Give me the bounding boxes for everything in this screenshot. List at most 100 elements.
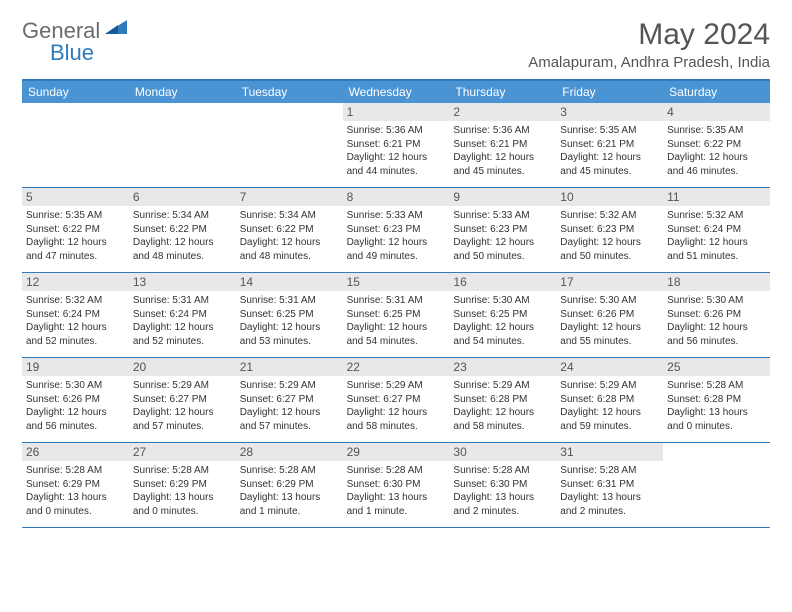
logo-word2: Blue <box>50 40 201 66</box>
fact-line: Sunset: 6:30 PM <box>453 478 552 492</box>
day-facts: Sunrise: 5:29 AMSunset: 6:28 PMDaylight:… <box>453 379 552 433</box>
day-cell <box>236 103 343 187</box>
fact-line: Sunrise: 5:28 AM <box>26 464 125 478</box>
day-cell: 29Sunrise: 5:28 AMSunset: 6:30 PMDayligh… <box>343 443 450 527</box>
day-facts: Sunrise: 5:36 AMSunset: 6:21 PMDaylight:… <box>453 124 552 178</box>
fact-line: and 45 minutes. <box>560 165 659 179</box>
day-number: 9 <box>449 188 556 206</box>
fact-line: Sunrise: 5:32 AM <box>560 209 659 223</box>
day-facts: Sunrise: 5:28 AMSunset: 6:29 PMDaylight:… <box>133 464 232 518</box>
fact-line: Sunset: 6:31 PM <box>560 478 659 492</box>
day-header: Sunday <box>22 81 129 103</box>
day-facts: Sunrise: 5:29 AMSunset: 6:27 PMDaylight:… <box>240 379 339 433</box>
fact-line: Sunrise: 5:29 AM <box>347 379 446 393</box>
fact-line: Sunrise: 5:28 AM <box>560 464 659 478</box>
fact-line: Daylight: 12 hours <box>560 236 659 250</box>
day-number: 24 <box>556 358 663 376</box>
day-number: 2 <box>449 103 556 121</box>
day-cell <box>663 443 770 527</box>
fact-line: Daylight: 12 hours <box>453 321 552 335</box>
fact-line: and 2 minutes. <box>560 505 659 519</box>
fact-line: and 56 minutes. <box>667 335 766 349</box>
fact-line: Daylight: 12 hours <box>667 151 766 165</box>
fact-line: Sunrise: 5:32 AM <box>667 209 766 223</box>
fact-line: Daylight: 12 hours <box>133 406 232 420</box>
fact-line: Sunrise: 5:36 AM <box>453 124 552 138</box>
fact-line: and 1 minute. <box>347 505 446 519</box>
day-number: 27 <box>129 443 236 461</box>
fact-line: Daylight: 12 hours <box>133 321 232 335</box>
day-cell: 12 Sunrise: 5:32 AMSunset: 6:24 PMDayligh… <box>22 273 129 357</box>
day-cell: 14Sunrise: 5:31 AMSunset: 6:25 PMDayligh… <box>236 273 343 357</box>
day-number: 19 <box>22 358 129 376</box>
fact-line: Sunset: 6:26 PM <box>26 393 125 407</box>
day-cell: 16Sunrise: 5:30 AMSunset: 6:25 PMDayligh… <box>449 273 556 357</box>
day-number: 26 <box>22 443 129 461</box>
fact-line: Daylight: 12 hours <box>26 406 125 420</box>
fact-line: Daylight: 12 hours <box>240 236 339 250</box>
fact-line: Sunset: 6:22 PM <box>240 223 339 237</box>
day-facts: Sunrise: 5:34 AMSunset: 6:22 PMDaylight:… <box>240 209 339 263</box>
day-number: 18 <box>663 273 770 291</box>
day-facts: Sunrise: 5:30 AMSunset: 6:26 PMDaylight:… <box>26 379 125 433</box>
day-number: 6 <box>129 188 236 206</box>
fact-line: and 49 minutes. <box>347 250 446 264</box>
fact-line: Daylight: 13 hours <box>133 491 232 505</box>
day-cell: 15Sunrise: 5:31 AMSunset: 6:25 PMDayligh… <box>343 273 450 357</box>
fact-line: Sunrise: 5:31 AM <box>133 294 232 308</box>
fact-line: and 52 minutes. <box>133 335 232 349</box>
day-facts: Sunrise: 5:36 AMSunset: 6:21 PMDaylight:… <box>347 124 446 178</box>
day-header-row: SundayMondayTuesdayWednesdayThursdayFrid… <box>22 81 770 103</box>
fact-line: Daylight: 12 hours <box>667 236 766 250</box>
day-number: 12 <box>22 273 129 291</box>
fact-line: Sunset: 6:27 PM <box>133 393 232 407</box>
month-title: May 2024 <box>528 18 770 52</box>
fact-line: Sunrise: 5:31 AM <box>240 294 339 308</box>
week-row: 19 Sunrise: 5:30 AMSunset: 6:26 PMDayligh… <box>22 358 770 443</box>
day-number: 25 <box>663 358 770 376</box>
fact-line: Sunrise: 5:35 AM <box>667 124 766 138</box>
fact-line: and 58 minutes. <box>453 420 552 434</box>
day-cell: 31Sunrise: 5:28 AMSunset: 6:31 PMDayligh… <box>556 443 663 527</box>
day-number: 31 <box>556 443 663 461</box>
fact-line: Sunset: 6:24 PM <box>133 308 232 322</box>
day-cell: 4Sunrise: 5:35 AMSunset: 6:22 PMDaylight… <box>663 103 770 187</box>
day-cell: 19 Sunrise: 5:30 AMSunset: 6:26 PMDayligh… <box>22 358 129 442</box>
fact-line: Sunset: 6:29 PM <box>133 478 232 492</box>
location-text: Amalapuram, Andhra Pradesh, India <box>528 54 770 71</box>
fact-line: Sunset: 6:21 PM <box>347 138 446 152</box>
fact-line: Sunrise: 5:35 AM <box>560 124 659 138</box>
fact-line: Daylight: 12 hours <box>347 236 446 250</box>
day-number: 16 <box>449 273 556 291</box>
fact-line: and 50 minutes. <box>560 250 659 264</box>
day-facts: Sunrise: 5:30 AMSunset: 6:26 PMDaylight:… <box>667 294 766 348</box>
day-cell: 10Sunrise: 5:32 AMSunset: 6:23 PMDayligh… <box>556 188 663 272</box>
fact-line: Daylight: 12 hours <box>560 406 659 420</box>
day-cell: 23Sunrise: 5:29 AMSunset: 6:28 PMDayligh… <box>449 358 556 442</box>
day-cell: 6Sunrise: 5:34 AMSunset: 6:22 PMDaylight… <box>129 188 236 272</box>
day-cell: 30Sunrise: 5:28 AMSunset: 6:30 PMDayligh… <box>449 443 556 527</box>
day-facts: Sunrise: 5:29 AMSunset: 6:27 PMDaylight:… <box>133 379 232 433</box>
fact-line: Sunset: 6:28 PM <box>453 393 552 407</box>
fact-line: Sunset: 6:27 PM <box>347 393 446 407</box>
fact-line: Daylight: 12 hours <box>133 236 232 250</box>
fact-line: Sunset: 6:21 PM <box>560 138 659 152</box>
fact-line: Sunrise: 5:30 AM <box>667 294 766 308</box>
fact-line: and 48 minutes. <box>133 250 232 264</box>
day-facts: Sunrise: 5:32 AMSunset: 6:24 PMDaylight:… <box>26 294 125 348</box>
week-row: 5Sunrise: 5:35 AMSunset: 6:22 PMDaylight… <box>22 188 770 273</box>
day-cell: 22Sunrise: 5:29 AMSunset: 6:27 PMDayligh… <box>343 358 450 442</box>
day-cell: 26Sunrise: 5:28 AMSunset: 6:29 PMDayligh… <box>22 443 129 527</box>
fact-line: Sunrise: 5:29 AM <box>453 379 552 393</box>
day-number <box>22 103 129 121</box>
day-facts: Sunrise: 5:31 AMSunset: 6:24 PMDaylight:… <box>133 294 232 348</box>
fact-line: Sunset: 6:22 PM <box>667 138 766 152</box>
fact-line: Daylight: 12 hours <box>560 321 659 335</box>
day-cell: 20Sunrise: 5:29 AMSunset: 6:27 PMDayligh… <box>129 358 236 442</box>
week-row: 26Sunrise: 5:28 AMSunset: 6:29 PMDayligh… <box>22 443 770 528</box>
day-cell: 9Sunrise: 5:33 AMSunset: 6:23 PMDaylight… <box>449 188 556 272</box>
fact-line: Sunrise: 5:28 AM <box>453 464 552 478</box>
day-cell: 7Sunrise: 5:34 AMSunset: 6:22 PMDaylight… <box>236 188 343 272</box>
page: General Blue May 2024 Amalapuram, Andhra… <box>0 0 792 538</box>
day-facts: Sunrise: 5:31 AMSunset: 6:25 PMDaylight:… <box>240 294 339 348</box>
